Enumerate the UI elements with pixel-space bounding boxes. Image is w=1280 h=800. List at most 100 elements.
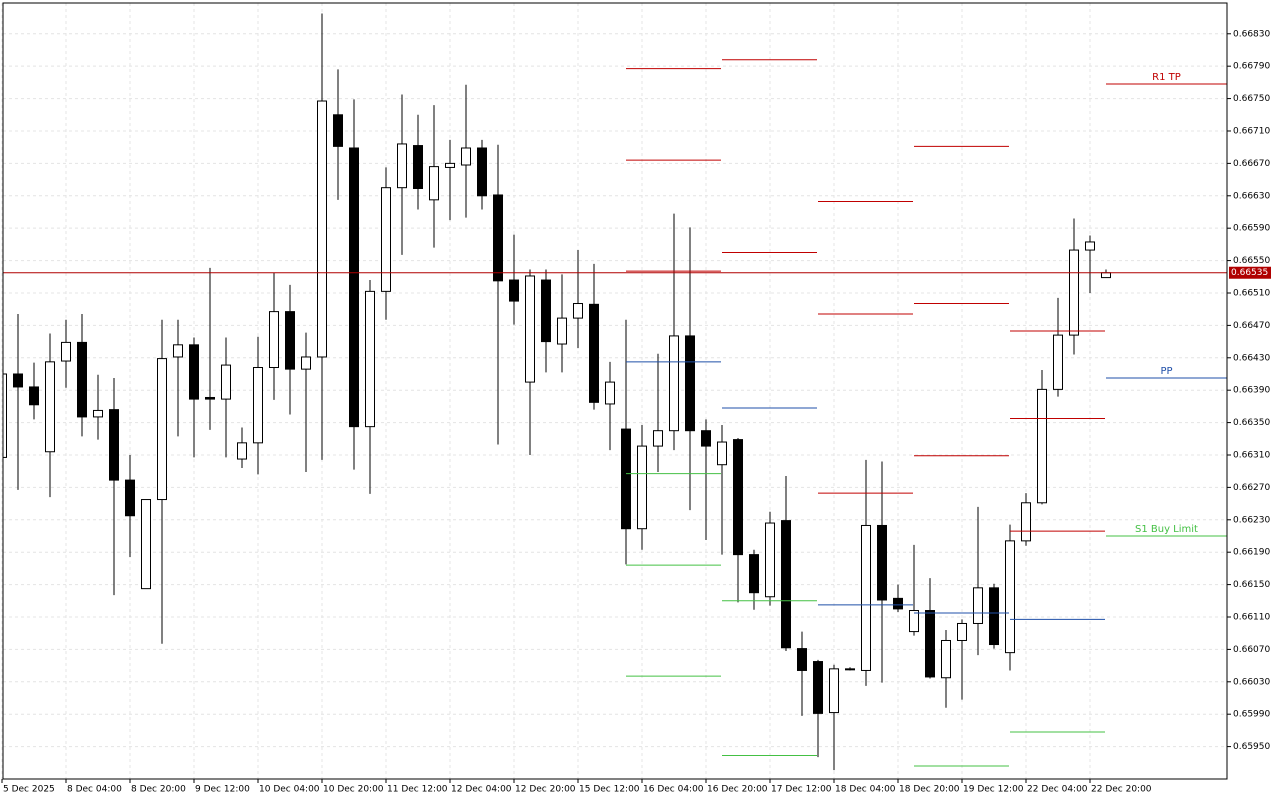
candle-body — [93, 409, 103, 418]
candle-body — [1021, 502, 1031, 542]
candle-body — [13, 373, 23, 388]
y-tick-label: 0.65990 — [1233, 710, 1270, 720]
candle-body — [477, 147, 487, 197]
candle-body — [141, 499, 151, 590]
candle-body — [749, 554, 759, 594]
candle-body — [429, 166, 439, 201]
candle-body — [973, 587, 983, 624]
candle-body — [525, 275, 535, 383]
candle-body — [765, 522, 775, 598]
candle-body — [413, 145, 423, 189]
y-tick-label: 0.66270 — [1233, 483, 1270, 493]
candle-body — [989, 587, 999, 646]
candle-body — [845, 668, 855, 671]
candle-body — [269, 311, 279, 369]
candle-body — [813, 661, 823, 714]
y-tick-label: 0.66470 — [1233, 321, 1270, 331]
candle-body — [285, 311, 295, 370]
y-tick-label: 0.66590 — [1233, 224, 1270, 234]
level-label: R1 TP — [1152, 72, 1181, 83]
candle-body — [29, 386, 39, 406]
candle-body — [445, 162, 455, 168]
candle-body — [461, 147, 471, 166]
y-tick-label: 0.66710 — [1233, 126, 1270, 136]
candle-body — [685, 335, 695, 432]
candle-body — [797, 648, 807, 671]
candle-body — [621, 428, 631, 530]
candle-body — [1053, 334, 1063, 390]
candle-body — [221, 364, 231, 400]
candle-body — [717, 441, 727, 466]
candle-body — [157, 358, 167, 501]
candle-body — [1085, 241, 1095, 251]
candle-body — [541, 279, 551, 343]
candle-body — [637, 445, 647, 530]
y-tick-label: 0.66510 — [1233, 288, 1270, 298]
x-tick-label: 22 Dec 20:00 — [1091, 785, 1152, 795]
y-tick-label: 0.66630 — [1233, 191, 1270, 201]
x-tick-label: 12 Dec 20:00 — [515, 785, 576, 795]
x-tick-label: 5 Dec 2025 — [3, 785, 55, 795]
candle-body — [205, 396, 215, 400]
y-tick-label: 0.66190 — [1233, 548, 1270, 558]
y-tick-label: 0.66070 — [1233, 645, 1270, 655]
candle-body — [573, 303, 583, 319]
y-tick-label: 0.66150 — [1233, 580, 1270, 590]
candle-body — [237, 442, 247, 460]
candle-body — [909, 610, 919, 633]
candle-body — [669, 335, 679, 432]
candle-body — [653, 430, 663, 447]
x-tick-label: 15 Dec 12:00 — [579, 785, 640, 795]
y-tick-label: 0.66670 — [1233, 159, 1270, 169]
y-tick-label: 0.66030 — [1233, 677, 1270, 687]
x-tick-label: 10 Dec 04:00 — [259, 785, 320, 795]
x-tick-label: 11 Dec 12:00 — [387, 785, 448, 795]
candle-body — [733, 439, 743, 556]
candle-body — [701, 430, 711, 447]
y-tick-label: 0.65950 — [1233, 742, 1270, 752]
candle-body — [861, 524, 871, 671]
candle-body — [781, 520, 791, 649]
candle-body — [189, 344, 199, 400]
candle-body — [45, 361, 55, 453]
candle-body — [925, 610, 935, 678]
x-tick-label: 19 Dec 12:00 — [963, 785, 1024, 795]
x-tick-label: 8 Dec 04:00 — [67, 785, 122, 795]
current-price-box — [1229, 266, 1271, 279]
candle-body — [941, 639, 951, 679]
candle-body — [1069, 249, 1079, 336]
current-price-label: 0.66535 — [1231, 268, 1268, 278]
x-tick-label: 12 Dec 04:00 — [451, 785, 512, 795]
x-tick-label: 9 Dec 12:00 — [195, 785, 250, 795]
y-tick-label: 0.66390 — [1233, 386, 1270, 396]
candle-body — [125, 479, 135, 517]
candle-body — [317, 100, 327, 358]
x-tick-label: 8 Dec 20:00 — [131, 785, 186, 795]
candle-body — [1037, 388, 1047, 504]
candle-body — [829, 668, 839, 714]
candle-body — [557, 317, 567, 345]
candle-body — [493, 194, 503, 282]
level-label: PP — [1160, 366, 1172, 377]
x-tick-label: 17 Dec 12:00 — [771, 785, 832, 795]
level-label: S1 Buy Limit — [1135, 524, 1198, 535]
x-tick-label: 10 Dec 20:00 — [323, 785, 384, 795]
y-tick-label: 0.66110 — [1233, 612, 1270, 622]
candle-body — [301, 356, 311, 370]
candle-body — [957, 622, 967, 641]
candle-body — [877, 524, 887, 601]
x-tick-label: 16 Dec 20:00 — [707, 785, 768, 795]
y-tick-label: 0.66790 — [1233, 62, 1270, 72]
x-tick-label: 22 Dec 04:00 — [1027, 785, 1088, 795]
candle-body — [589, 303, 599, 403]
x-tick-label: 16 Dec 04:00 — [643, 785, 704, 795]
y-tick-label: 0.66350 — [1233, 418, 1270, 428]
candle-body — [61, 341, 71, 362]
y-tick-label: 0.66310 — [1233, 450, 1270, 460]
y-tick-label: 0.66830 — [1233, 29, 1270, 39]
plot-area: R1 TP PP S1 Buy Limit — [3, 13, 1227, 771]
y-tick-label: 0.66230 — [1233, 515, 1270, 525]
candle-body — [333, 114, 343, 147]
candle-body — [77, 341, 87, 418]
